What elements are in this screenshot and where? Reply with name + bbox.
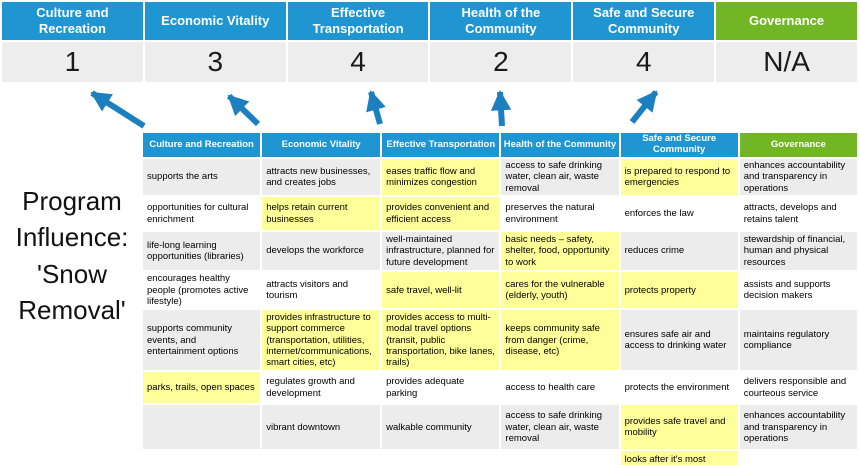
- matrix-cell-helps-retain-current-businesses: helps retain current businesses: [262, 197, 381, 231]
- matrix-cell-keeps-community-safe-from-danger-crime-disease-etc: keeps community safe from danger (crime,…: [501, 310, 619, 371]
- matrix-cell-empty: [501, 451, 619, 465]
- influence-matrix: Culture and Recreation Economic Vitality E…: [141, 131, 859, 465]
- matrix-cell-access-to-safe-drinking-water-clean-air-waste-removal: access to safe drinking water, clean air…: [501, 159, 619, 196]
- matrix-cell-access-to-safe-drinking-water-clean-air-waste-removal: access to safe drinking water, clean air…: [501, 405, 619, 450]
- matrix-cell-empty: [739, 451, 857, 465]
- matrix-cell-access-to-health-care: access to health care: [501, 372, 619, 404]
- matrix-cell-assists-and-supports-decision-makers: assists and supports decision makers: [739, 272, 857, 309]
- matrix-cell-basic-needs-safety-shelter-food-opportunity-to-work: basic needs – safety, shelter, food, opp…: [501, 232, 619, 271]
- scoreboard-score-economic-vitality: 3: [144, 42, 286, 82]
- up-arrow-transportation: [366, 90, 386, 125]
- matrix-row-5: supports community events, and entertain…: [143, 310, 857, 371]
- scoreboard-header-health-of-the-community: Health of the Community: [430, 2, 572, 40]
- matrix-row-4: encourages healthy people (promotes acti…: [143, 272, 857, 309]
- matrix-header-effective-transportation: Effective Transportation: [382, 133, 500, 157]
- scoreboard-score-culture-and-recreation: 1: [2, 42, 143, 82]
- matrix-header-governance: Governance: [739, 133, 857, 157]
- matrix-header-economic-vitality: Economic Vitality: [262, 133, 381, 157]
- matrix-header-row: Culture and Recreation Economic Vitality E…: [143, 133, 857, 157]
- matrix-cell-vibrant-downtown: vibrant downtown: [262, 405, 381, 450]
- matrix-cell-provides-convenient-and-efficient-access: provides convenient and efficient access: [382, 197, 500, 231]
- matrix-row-1: supports the arts attracts new businesses…: [143, 159, 857, 196]
- scoreboard: Culture and Recreation Economic Vitality E…: [2, 2, 857, 82]
- matrix-row-8: looks after it's most vulnerable: [143, 451, 857, 465]
- matrix-cell-supports-community-events-and-entertainment-options: supports community events, and entertain…: [143, 310, 261, 371]
- scoreboard-header-governance: Governance: [716, 2, 857, 40]
- matrix-cell-supports-the-arts: supports the arts: [143, 159, 261, 196]
- matrix-cell-stewardship-of-financial-human-and-physical-resources: stewardship of financial, human and phys…: [739, 232, 857, 271]
- scoreboard-score-effective-transportation: 4: [287, 42, 429, 82]
- matrix-cell-reduces-crime: reduces crime: [620, 232, 738, 271]
- matrix-cell-walkable-community: walkable community: [382, 405, 500, 450]
- scoreboard-header-culture-and-recreation: Culture and Recreation: [2, 2, 143, 40]
- matrix-row-6: parks, trails, open spaces regulates grow…: [143, 372, 857, 404]
- scoreboard-header-safe-and-secure-community: Safe and Secure Community: [573, 2, 715, 40]
- scoreboard-header-economic-vitality: Economic Vitality: [144, 2, 286, 40]
- matrix-cell-life-long-learning-opportunities-libraries: life-long learning opportunities (librar…: [143, 232, 261, 271]
- matrix-cell-provides-adequate-parking: provides adequate parking: [382, 372, 500, 404]
- matrix-cell-parks-trails-open-spaces: parks, trails, open spaces: [143, 372, 261, 404]
- matrix-cell-encourages-healthy-people-promotes-active-lifestyle: encourages healthy people (promotes acti…: [143, 272, 261, 309]
- matrix-cell-develops-the-workforce: develops the workforce: [262, 232, 381, 271]
- matrix-cell-enhances-accountability-and-transparency-in-operations: enhances accountability and transparency…: [739, 405, 857, 450]
- matrix-cell-attracts-new-businesses-and-creates-jobs: attracts new businesses, and creates job…: [262, 159, 381, 196]
- matrix-cell-ensures-safe-air-and-access-to-drinking-water: ensures safe air and access to drinking …: [620, 310, 738, 371]
- matrix-row-3: life-long learning opportunities (librar…: [143, 232, 857, 271]
- matrix-header-health-of-the-community: Health of the Community: [501, 133, 619, 157]
- matrix-body: supports the arts attracts new businesses…: [143, 159, 857, 465]
- matrix-cell-protects-property: protects property: [620, 272, 738, 309]
- scoreboard-header-effective-transportation: Effective Transportation: [287, 2, 429, 40]
- up-arrow-culture: [90, 90, 146, 129]
- matrix-cell-delivers-responsible-and-courteous-service: delivers responsible and courteous servi…: [739, 372, 857, 404]
- matrix-cell-empty: [143, 451, 261, 465]
- matrix-cell-preserves-the-natural-environment: preserves the natural environment: [501, 197, 619, 231]
- matrix-cell-safe-travel-well-lit: safe travel, well-lit: [382, 272, 500, 309]
- matrix-cell-opportunities-for-cultural-enrichment: opportunities for cultural enrichment: [143, 197, 261, 231]
- scoreboard-score-health-of-the-community: 2: [430, 42, 572, 82]
- matrix-cell-maintains-regulatory-compliance: maintains regulatory compliance: [739, 310, 857, 371]
- matrix-cell-regulates-growth-and-development: regulates growth and development: [262, 372, 381, 404]
- matrix-cell-protects-the-environment: protects the environment: [620, 372, 738, 404]
- matrix-cell-attracts-visitors-and-tourism: attracts visitors and tourism: [262, 272, 381, 309]
- matrix-cell-provides-safe-travel-and-mobility: provides safe travel and mobility: [620, 405, 738, 450]
- scoreboard-score-safe-and-secure-community: 4: [573, 42, 715, 82]
- matrix-header-safe-and-secure-community: Safe and Secure Community: [620, 133, 738, 157]
- matrix-cell-attracts-develops-and-retains-talent: attracts, develops and retains talent: [739, 197, 857, 231]
- matrix-cell-eases-traffic-flow-and-minimizes-congestion: eases traffic flow and minimizes congest…: [382, 159, 500, 196]
- up-arrow-economic: [226, 93, 261, 127]
- matrix-header-culture-and-recreation: Culture and Recreation: [143, 133, 261, 157]
- matrix-cell-looks-after-it-s-most-vulnerable: looks after it's most vulnerable: [620, 451, 738, 465]
- page-title: Program Influence: 'Snow Removal': [15, 186, 129, 326]
- matrix-cell-enforces-the-law: enforces the law: [620, 197, 738, 231]
- up-arrow-health: [490, 89, 512, 127]
- matrix-cell-well-maintained-infrastructure-planned-for-future-development: well-maintained infrastructure, planned …: [382, 232, 500, 271]
- matrix-row-7: vibrant downtown walkable community access…: [143, 405, 857, 450]
- matrix-cell-empty: [143, 405, 261, 450]
- matrix-cell-cares-for-the-vulnerable-elderly-youth: cares for the vulnerable (elderly, youth…: [501, 272, 619, 309]
- up-arrow-safe: [629, 90, 659, 124]
- matrix-cell-enhances-accountability-and-transparency-in-operations: enhances accountability and transparency…: [739, 159, 857, 196]
- matrix-cell-is-prepared-to-respond-to-emergencies: is prepared to respond to emergencies: [620, 159, 738, 196]
- matrix-cell-provides-infrastructure-to-support-commerce-transportation-utilities-internet-communications-smart-cities-etc: provides infrastructure to support comme…: [262, 310, 381, 371]
- matrix-cell-empty: [262, 451, 381, 465]
- matrix-cell-empty: [382, 451, 500, 465]
- matrix-cell-provides-access-to-multi-modal-travel-options-transit-public-transportation-bike-lanes-trails: provides access to multi-modal travel op…: [382, 310, 500, 371]
- scoreboard-score-governance: N/A: [716, 42, 857, 82]
- matrix-row-2: opportunities for cultural enrichment hel…: [143, 197, 857, 231]
